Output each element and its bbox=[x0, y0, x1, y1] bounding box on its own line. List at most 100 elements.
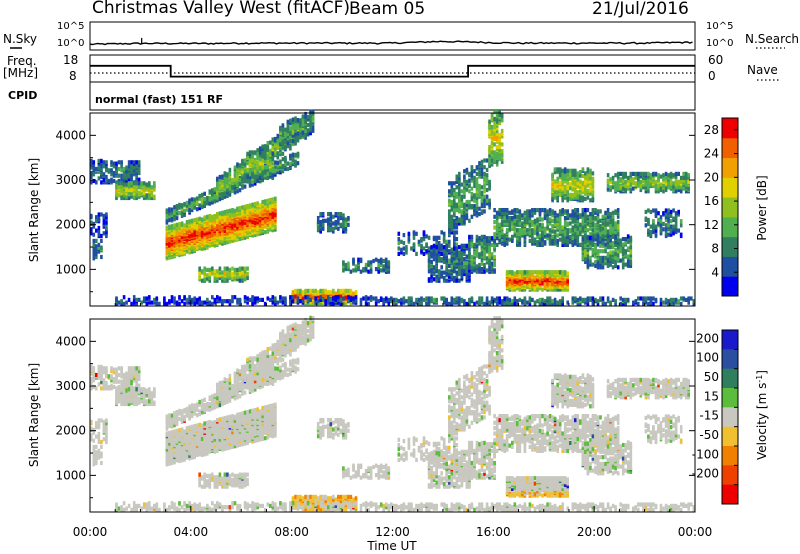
power-cell bbox=[321, 288, 325, 293]
power-cell bbox=[478, 236, 481, 241]
power-cell bbox=[296, 161, 300, 166]
power-cell bbox=[223, 214, 227, 219]
power-cell bbox=[475, 206, 479, 211]
power-cell bbox=[463, 189, 466, 194]
power-cell bbox=[480, 267, 484, 272]
power-cell bbox=[599, 259, 602, 264]
power-cell bbox=[616, 177, 620, 182]
power-cell bbox=[400, 250, 403, 255]
power-cell bbox=[306, 128, 310, 133]
power-cell bbox=[402, 233, 406, 238]
power-cell bbox=[211, 270, 214, 275]
power-cell bbox=[574, 228, 577, 233]
power-cell bbox=[654, 189, 658, 194]
power-cell bbox=[518, 221, 522, 226]
power-cell bbox=[563, 283, 567, 288]
power-cell bbox=[274, 224, 277, 229]
power-cell bbox=[531, 236, 534, 241]
power-cell bbox=[180, 203, 184, 208]
power-cell bbox=[586, 228, 590, 233]
power-cell bbox=[251, 174, 254, 179]
power-cell bbox=[571, 171, 575, 176]
power-cell bbox=[465, 269, 469, 274]
power-cell bbox=[170, 216, 174, 222]
power-cell bbox=[576, 213, 580, 218]
power-cell bbox=[485, 260, 489, 265]
power-cell bbox=[508, 225, 512, 230]
power-cell bbox=[415, 251, 418, 256]
power-cell bbox=[216, 186, 219, 191]
power-cell bbox=[127, 190, 131, 195]
power-cell bbox=[269, 197, 272, 203]
power-cell bbox=[518, 237, 522, 242]
power-cell bbox=[241, 169, 244, 174]
power-cell bbox=[281, 136, 285, 142]
power-cell bbox=[316, 228, 320, 233]
power-cell bbox=[543, 283, 547, 288]
power-cell bbox=[100, 164, 103, 169]
power-cell bbox=[475, 165, 479, 170]
power-cell bbox=[190, 199, 194, 205]
power-cell bbox=[102, 160, 106, 165]
power-cell bbox=[258, 171, 262, 176]
power-cell bbox=[551, 224, 554, 229]
power-cell bbox=[200, 203, 204, 208]
power-cell bbox=[511, 270, 514, 275]
power-cell bbox=[551, 237, 554, 242]
power-cell bbox=[505, 210, 509, 215]
power-cell bbox=[478, 161, 481, 166]
power-cell bbox=[480, 204, 484, 209]
power-cell bbox=[243, 184, 247, 189]
power-cell bbox=[188, 207, 191, 212]
power-cell bbox=[574, 168, 577, 173]
power-cell bbox=[248, 203, 252, 208]
power-cell bbox=[526, 212, 529, 217]
power-cell bbox=[551, 218, 554, 223]
power-cell bbox=[173, 242, 176, 247]
power-cell bbox=[596, 214, 600, 219]
freq-left-tick-top: 18 bbox=[63, 53, 79, 67]
power-cell bbox=[493, 116, 496, 121]
power-cell bbox=[475, 250, 479, 256]
power-cell bbox=[500, 142, 504, 147]
power-cell bbox=[241, 208, 244, 213]
power-cell bbox=[465, 179, 469, 184]
power-cell bbox=[505, 270, 509, 275]
power-cell bbox=[211, 214, 214, 219]
power-cell bbox=[571, 209, 575, 214]
power-cell bbox=[432, 271, 436, 277]
power-cell bbox=[125, 165, 128, 170]
power-cell bbox=[629, 181, 633, 186]
power-cell bbox=[516, 208, 519, 213]
power-cell bbox=[511, 280, 514, 285]
power-cell bbox=[513, 218, 517, 223]
power-cell bbox=[495, 128, 499, 134]
power-cell bbox=[662, 182, 665, 187]
power-cell bbox=[581, 234, 585, 239]
power-cell bbox=[531, 270, 534, 275]
power-cell bbox=[566, 198, 569, 203]
power-cell bbox=[659, 182, 663, 187]
power-cell bbox=[606, 208, 610, 213]
power-cell bbox=[581, 208, 585, 213]
power-cell bbox=[657, 189, 660, 194]
power-cell bbox=[301, 118, 305, 123]
power-cell bbox=[493, 237, 496, 242]
power-cell bbox=[548, 217, 552, 222]
power-cell bbox=[465, 209, 469, 214]
power-cell bbox=[662, 179, 665, 184]
power-cell bbox=[291, 139, 295, 144]
power-cell bbox=[576, 171, 580, 176]
power-cell bbox=[130, 174, 133, 180]
power-cell bbox=[596, 212, 600, 217]
power-cell bbox=[511, 224, 514, 229]
power-cell bbox=[90, 227, 93, 232]
power-cell bbox=[422, 237, 426, 242]
power-cell bbox=[500, 237, 504, 242]
power-cell bbox=[558, 216, 562, 221]
power-cell bbox=[500, 159, 504, 164]
power-cell bbox=[203, 266, 206, 271]
power-cell bbox=[574, 172, 577, 177]
power-cell bbox=[195, 196, 199, 201]
power-cell bbox=[516, 270, 519, 275]
